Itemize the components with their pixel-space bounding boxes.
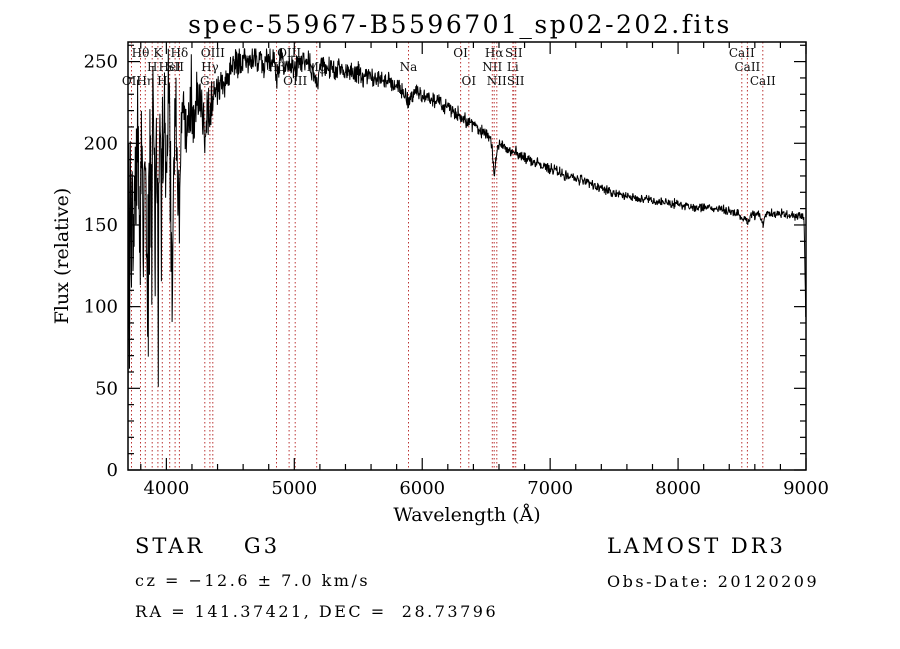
x-axis-label: Wavelength (Å) (393, 504, 540, 526)
spectral-line-label: H (147, 60, 157, 74)
y-tick-label: 150 (84, 215, 118, 236)
cz-velocity-label: cz = −12.6 ± 7.0 km/s (135, 571, 371, 590)
spectral-line-label: Na (400, 60, 418, 74)
y-axis-label: Flux (relative) (51, 188, 73, 325)
spectral-line-label: Li (507, 60, 519, 74)
x-tick-label: 7000 (527, 478, 573, 499)
x-tick-label: 5000 (271, 478, 317, 499)
axes-group: 4000 5000 6000 7000 8000 9000 0 50 100 150 200 250 (84, 41, 829, 499)
spectral-line-label: SII (505, 46, 523, 60)
object-class-label: STAR G3 (135, 534, 281, 558)
spectral-line-label: H (157, 74, 167, 88)
spectral-line-label: K (153, 46, 163, 60)
spectral-line-label: OI (453, 46, 468, 60)
x-tick-label: 4000 (143, 478, 189, 499)
spectral-line-label: NII (487, 74, 507, 88)
x-tick-label: 8000 (655, 478, 701, 499)
spectral-line-label: OIII (277, 46, 301, 60)
spectral-line-label: OI (462, 74, 477, 88)
y-tick-label: 200 (84, 133, 118, 154)
spectral-line-label: OII (122, 74, 142, 88)
spectral-line-label: Hα (485, 46, 504, 60)
x-tick-label: 6000 (399, 478, 445, 499)
spectral-line-label: Hη (136, 74, 154, 88)
survey-release-label: LAMOST DR3 (607, 534, 786, 558)
spectral-line-label: CaII (729, 46, 755, 60)
figure-title: spec-55967-B5596701_sp02-202.fits (188, 10, 732, 39)
spectral-line-label: Hγ (201, 60, 219, 74)
spectrum-trace-group (127, 48, 807, 419)
spectral-line-label: CaII (734, 60, 760, 74)
y-tick-label: 0 (107, 460, 118, 481)
spectral-line-label: G (200, 74, 210, 88)
y-tick-label: 100 (84, 297, 118, 318)
spectral-line-label: OIII (283, 74, 307, 88)
spectral-line-label: NII (482, 60, 502, 74)
spectral-line-label: OIII (201, 46, 225, 60)
y-tick-label: 250 (84, 52, 118, 73)
spectral-line-label: Hθ (132, 46, 150, 60)
spectral-line-label: CaII (750, 74, 776, 88)
plot-frame (127, 41, 807, 471)
x-tick-label: 9000 (783, 478, 829, 499)
obs-date-label: Obs-Date: 20120209 (607, 572, 820, 591)
spectral-line-label: Hδ (171, 46, 189, 60)
y-tick-label: 50 (95, 378, 118, 399)
ra-dec-label: RA = 141.37421, DEC = 28.73796 (135, 602, 499, 621)
spectral-line-label: SII (507, 74, 525, 88)
spectrum-trace (127, 48, 807, 419)
